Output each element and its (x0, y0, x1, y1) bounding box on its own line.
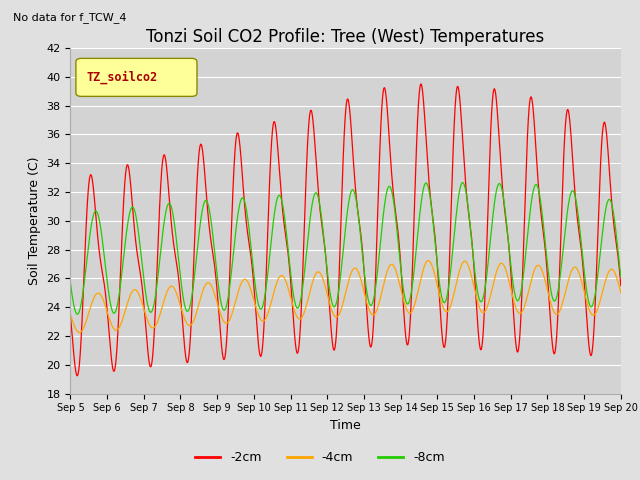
-2cm (74, 373, 81, 379)
-2cm (617, 283, 625, 288)
Line: -2cm: -2cm (70, 84, 621, 376)
-8cm (184, 308, 192, 313)
-4cm (617, 290, 625, 296)
-4cm (184, 323, 192, 328)
-2cm (409, 251, 417, 256)
Line: -4cm: -4cm (70, 261, 621, 333)
Title: Tonzi Soil CO2 Profile: Tree (West) Temperatures: Tonzi Soil CO2 Profile: Tree (West) Temp… (147, 28, 545, 47)
-2cm (220, 357, 228, 362)
-8cm (220, 307, 228, 313)
Y-axis label: Soil Temperature (C): Soil Temperature (C) (28, 156, 41, 285)
-8cm (617, 273, 625, 278)
Legend: -2cm, -4cm, -8cm: -2cm, -4cm, -8cm (190, 446, 450, 469)
-4cm (67, 312, 74, 317)
-8cm (409, 277, 417, 283)
-8cm (74, 312, 81, 317)
-2cm (617, 281, 625, 287)
-8cm (565, 199, 573, 205)
-4cm (409, 306, 417, 312)
-8cm (399, 286, 407, 292)
-4cm (220, 319, 228, 325)
-2cm (67, 312, 74, 318)
-4cm (617, 289, 625, 295)
-8cm (617, 274, 625, 280)
-2cm (417, 81, 425, 87)
-8cm (67, 280, 74, 286)
-4cm (399, 297, 407, 302)
-4cm (424, 258, 432, 264)
FancyBboxPatch shape (76, 59, 197, 96)
-4cm (76, 330, 83, 336)
-2cm (184, 356, 192, 362)
Text: TZ_soilco2: TZ_soilco2 (87, 71, 158, 84)
-4cm (565, 276, 573, 282)
-2cm (565, 110, 573, 116)
Line: -8cm: -8cm (70, 182, 621, 314)
X-axis label: Time: Time (330, 419, 361, 432)
-8cm (459, 180, 467, 185)
-2cm (399, 302, 407, 308)
Text: No data for f_TCW_4: No data for f_TCW_4 (13, 12, 126, 23)
